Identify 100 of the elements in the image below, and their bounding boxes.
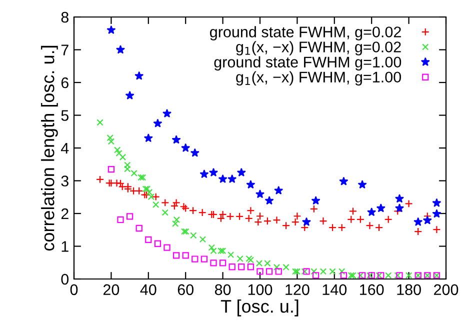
point (432, 198, 442, 207)
point (367, 207, 376, 216)
point (226, 212, 234, 220)
point (96, 175, 104, 184)
point (218, 174, 228, 184)
point (119, 154, 126, 160)
y-tick-label: 2 (61, 208, 68, 220)
x-tick-label: 100 (248, 284, 272, 296)
point (432, 226, 441, 234)
point (173, 216, 180, 224)
x-tick-label: 20 (103, 284, 120, 296)
x-tick-label: 120 (286, 284, 310, 296)
point (161, 198, 170, 207)
point (338, 224, 346, 232)
point (144, 133, 153, 142)
x-tick-label: 80 (214, 284, 231, 296)
point (414, 217, 423, 226)
point (339, 176, 348, 186)
point (138, 174, 144, 181)
point (340, 272, 348, 279)
point (145, 236, 152, 244)
point (275, 268, 282, 275)
point (238, 264, 245, 270)
point (385, 272, 392, 279)
point (124, 184, 132, 193)
point (182, 228, 190, 235)
point (144, 186, 151, 192)
y-tick-label: 0 (61, 274, 69, 285)
point (190, 232, 197, 239)
point (172, 135, 181, 144)
point (125, 90, 134, 100)
point (329, 268, 336, 275)
y-tick-label: 3 (61, 176, 68, 186)
point (182, 252, 189, 259)
point (210, 260, 217, 266)
point (146, 188, 153, 196)
x-tick-label: 40 (140, 284, 156, 296)
y-tick-label: 8 (61, 12, 68, 23)
x-tick-label: 160 (360, 284, 384, 296)
point (190, 148, 200, 157)
point (422, 216, 432, 224)
point (312, 272, 320, 279)
legend-label: g$_{1}$(x, −x) FWHM, g=0.02 (236, 41, 401, 56)
point (247, 264, 254, 270)
point (405, 272, 412, 279)
point (310, 204, 318, 213)
x-tick-label: 200 (434, 284, 458, 296)
x-tick-label: 0 (70, 284, 78, 296)
point (228, 264, 236, 270)
point (139, 174, 146, 181)
point (154, 240, 162, 247)
point (135, 186, 144, 195)
point (106, 25, 116, 34)
point (376, 204, 386, 212)
point (394, 194, 404, 203)
point (152, 201, 160, 208)
point (282, 222, 290, 230)
point (256, 268, 264, 275)
y-tick-label: 4 (60, 143, 69, 154)
point (236, 212, 244, 220)
point (130, 170, 138, 177)
point (302, 217, 312, 226)
point (384, 215, 392, 224)
point (180, 202, 188, 211)
x-axis-title: T [osc. u.] (220, 299, 298, 316)
point (162, 209, 168, 216)
point (311, 196, 320, 205)
point (108, 166, 115, 173)
point (96, 119, 104, 126)
point (236, 168, 246, 176)
point (124, 182, 132, 191)
point (189, 206, 198, 215)
point (142, 186, 149, 192)
point (432, 209, 442, 218)
point (114, 146, 121, 154)
point (107, 179, 116, 188)
point (208, 168, 218, 176)
y-tick-label: 7 (61, 44, 68, 56)
y-tick-label: 6 (61, 77, 68, 88)
point (320, 268, 327, 275)
point (246, 180, 256, 189)
point (310, 268, 318, 275)
point (347, 215, 356, 224)
point (200, 256, 208, 262)
point (272, 216, 281, 224)
point (192, 256, 198, 262)
point (394, 204, 404, 212)
point (126, 213, 134, 220)
point (116, 179, 125, 188)
point (328, 224, 337, 232)
point (228, 174, 237, 184)
point (218, 210, 227, 219)
point (366, 222, 374, 230)
x-tick-label: 60 (178, 284, 194, 296)
point (227, 251, 234, 258)
point (106, 134, 114, 142)
legend-label: ground state FWHM, g=0.02 (210, 26, 401, 40)
point (358, 180, 367, 189)
point (200, 169, 209, 178)
point (117, 216, 124, 224)
